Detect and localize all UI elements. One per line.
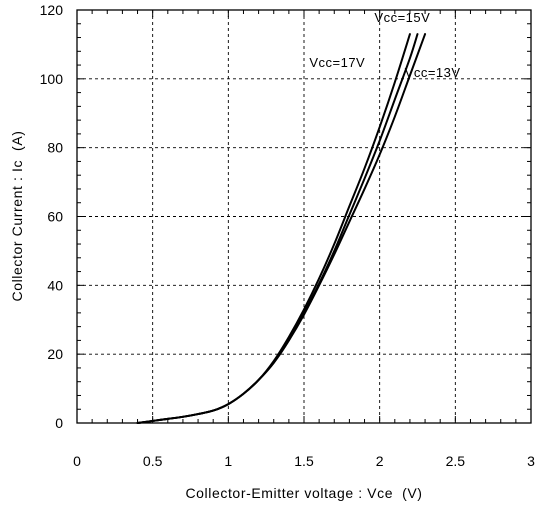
x-tick-label: 3 <box>527 453 535 469</box>
y-axis-title: Collector Current : Ic (A) <box>9 130 25 301</box>
series-label: Vcc=15V <box>374 10 430 25</box>
x-tick-label: 2 <box>376 453 384 469</box>
series-label: Vcc=13V <box>405 65 461 80</box>
x-axis-title: Collector-Emitter voltage : Vce (V) <box>185 485 422 501</box>
y-tick-label: 80 <box>47 140 63 156</box>
grid <box>77 10 531 423</box>
series-label: Vcc=17V <box>309 55 365 70</box>
x-tick-label: 0 <box>73 453 81 469</box>
y-tick-label: 40 <box>47 277 63 293</box>
tick-labels: 0 0.5 1 1.5 2 2.5 3 0 20 40 60 80 100 120 <box>40 2 535 469</box>
series-lines <box>136 33 427 424</box>
x-tick-label: 1.5 <box>294 453 314 469</box>
y-tick-label: 100 <box>40 71 64 87</box>
y-tick-label: 60 <box>47 209 63 225</box>
plot-frame <box>76 9 532 424</box>
x-tick-label: 0.5 <box>143 453 163 469</box>
series-line-vcc-13v <box>136 33 427 424</box>
x-tick-label: 2.5 <box>446 453 466 469</box>
tick-marks <box>76 9 532 424</box>
y-tick-label: 120 <box>40 2 64 18</box>
y-tick-label: 0 <box>55 415 63 431</box>
y-tick-label: 20 <box>47 346 63 362</box>
x-tick-label: 1 <box>224 453 232 469</box>
annotations: Vcc=15V Vcc=17V Vcc=13V <box>309 10 460 80</box>
